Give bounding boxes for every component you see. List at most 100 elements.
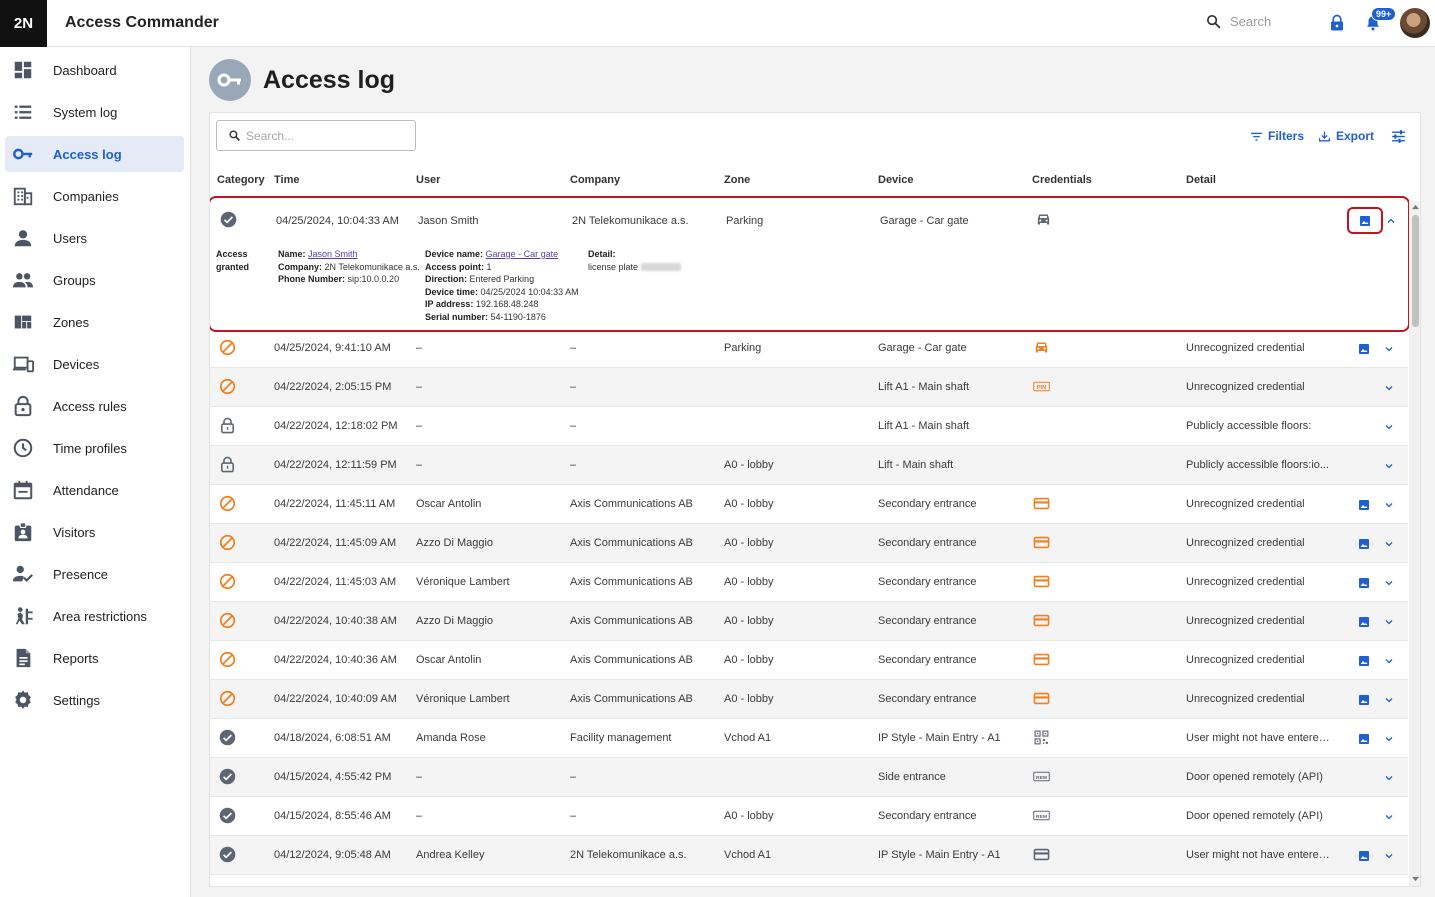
user-link[interactable]: Jason Smith xyxy=(308,249,358,259)
chevron-down-icon[interactable] xyxy=(1383,577,1395,589)
table-row[interactable]: 04/25/2024, 10:04:33 AM Jason Smith 2N T… xyxy=(210,198,1408,242)
chevron-down-icon[interactable] xyxy=(1383,655,1395,667)
table-search[interactable] xyxy=(216,120,416,151)
table-row[interactable]: 04/22/2024, 11:45:09 AM Azzo Di Maggio Axi… xyxy=(210,524,1408,563)
scrollbar-thumb[interactable] xyxy=(1412,215,1419,327)
sidebar-item-time-profiles[interactable]: Time profiles xyxy=(5,430,184,466)
table-row[interactable]: 04/12/2024, 9:05:48 AM Andrea Kelley 2N Te… xyxy=(210,836,1408,875)
header-user[interactable]: User xyxy=(416,174,441,186)
cell-zone: A0 - lobby xyxy=(724,459,774,471)
column-settings-icon[interactable] xyxy=(1390,128,1407,145)
table-row[interactable]: 04/22/2024, 2:05:15 PM – – Lift A1 - Main s… xyxy=(210,368,1408,407)
filters-button[interactable]: Filters xyxy=(1250,129,1304,143)
table-row[interactable]: 04/22/2024, 10:40:38 AM Azzo Di Maggio Axi… xyxy=(210,602,1408,641)
table-row[interactable]: 04/22/2024, 11:45:03 AM Véronique Lambert… xyxy=(210,563,1408,602)
sidebar-item-label: Access log xyxy=(53,146,122,162)
expanded-row[interactable]: 04/25/2024, 10:04:33 AM Jason Smith 2N T… xyxy=(210,196,1410,332)
table-row[interactable]: 04/25/2024, 9:41:10 AM – – Parking Garage - … xyxy=(210,329,1408,368)
header-zone[interactable]: Zone xyxy=(724,174,751,186)
image-icon[interactable] xyxy=(1358,655,1370,667)
sidebar-item-dashboard[interactable]: Dashboard xyxy=(5,52,184,88)
cell-time: 04/18/2024, 6:08:51 AM xyxy=(274,732,391,744)
header-company[interactable]: Company xyxy=(570,174,621,186)
sidebar-item-zones[interactable]: Zones xyxy=(5,304,184,340)
sidebar-item-system-log[interactable]: System log xyxy=(5,94,184,130)
sidebar-item-label: Area restrictions xyxy=(53,608,147,624)
header-time[interactable]: Time xyxy=(274,174,300,186)
car-icon xyxy=(1035,342,1048,353)
chevron-down-icon[interactable] xyxy=(1383,421,1395,433)
sidebar-item-groups[interactable]: Groups xyxy=(5,262,184,298)
cell-time: 04/25/2024, 10:04:33 AM xyxy=(276,215,399,227)
chevron-down-icon[interactable] xyxy=(1383,460,1395,472)
image-icon[interactable] xyxy=(1358,577,1370,589)
scrollbar-track[interactable] xyxy=(1409,201,1420,886)
sidebar-item-companies[interactable]: Companies xyxy=(5,178,184,214)
chevron-down-icon[interactable] xyxy=(1383,382,1395,394)
chevron-down-icon[interactable] xyxy=(1383,850,1395,862)
sidebar-item-users[interactable]: Users xyxy=(5,220,184,256)
chevron-down-icon[interactable] xyxy=(1383,616,1395,628)
header-detail[interactable]: Detail xyxy=(1186,174,1216,186)
cell-user: – xyxy=(416,459,423,471)
sidebar-item-access-rules[interactable]: Access rules xyxy=(5,388,184,424)
header-device[interactable]: Device xyxy=(878,174,914,186)
check-circle-icon xyxy=(219,807,236,824)
image-icon[interactable] xyxy=(1358,499,1370,511)
image-icon[interactable] xyxy=(1358,538,1370,550)
scroll-down-arrow-icon[interactable] xyxy=(1412,876,1419,882)
sidebar-item-label: Presence xyxy=(53,566,108,582)
sidebar-item-presence[interactable]: Presence xyxy=(5,556,184,592)
image-icon[interactable] xyxy=(1358,733,1370,745)
sidebar-item-area-restrictions[interactable]: Area restrictions xyxy=(5,598,184,634)
image-icon[interactable] xyxy=(1358,850,1370,862)
chevron-down-icon[interactable] xyxy=(1383,733,1395,745)
app-logo[interactable]: 2N xyxy=(0,0,47,47)
chevron-up-icon[interactable] xyxy=(1385,215,1397,227)
table-row[interactable]: 04/18/2024, 6:08:51 AM Amanda Rose Facilit… xyxy=(210,719,1408,758)
table-search-input[interactable] xyxy=(246,128,406,143)
avatar[interactable] xyxy=(1400,8,1430,38)
global-search[interactable]: Search xyxy=(1205,13,1271,30)
sidebar-item-access-log[interactable]: Access log xyxy=(5,136,184,172)
scroll-up-arrow-icon[interactable] xyxy=(1412,204,1419,210)
table-row[interactable]: 04/15/2024, 8:55:46 AM – – A0 - lobby Second… xyxy=(210,797,1408,836)
chevron-down-icon[interactable] xyxy=(1383,772,1395,784)
lock-icon[interactable] xyxy=(1328,13,1346,33)
chevron-down-icon[interactable] xyxy=(1383,343,1395,355)
cell-company: Axis Communications AB xyxy=(570,615,693,627)
chevron-down-icon[interactable] xyxy=(1383,811,1395,823)
card-icon xyxy=(1033,497,1050,510)
qr-code-icon xyxy=(1034,730,1049,745)
table-row[interactable]: 04/22/2024, 10:40:09 AM Véronique Lambert… xyxy=(210,680,1408,719)
building-icon xyxy=(12,185,34,207)
sidebar-item-reports[interactable]: Reports xyxy=(5,640,184,676)
sidebar-item-attendance[interactable]: Attendance xyxy=(5,472,184,508)
sidebar-item-devices[interactable]: Devices xyxy=(5,346,184,382)
remote-icon: REM xyxy=(1033,771,1050,782)
header-category[interactable]: Category xyxy=(217,174,265,186)
chevron-down-icon[interactable] xyxy=(1383,538,1395,550)
cell-detail: Unrecognized credential xyxy=(1186,693,1305,705)
table-row[interactable]: 04/22/2024, 12:18:02 PM – – Lift A1 - Main … xyxy=(210,407,1408,446)
export-button[interactable]: Export xyxy=(1318,129,1374,143)
sidebar-item-visitors[interactable]: Visitors xyxy=(5,514,184,550)
chevron-down-icon[interactable] xyxy=(1383,694,1395,706)
sidebar-item-label: Access rules xyxy=(53,398,127,414)
image-button-highlighted[interactable] xyxy=(1347,207,1383,234)
table-row[interactable]: 04/22/2024, 11:45:11 AM Óscar Antolin Axis… xyxy=(210,485,1408,524)
pin-icon: PIN xyxy=(1033,381,1050,392)
download-icon xyxy=(1318,131,1331,141)
image-icon[interactable] xyxy=(1358,616,1370,628)
notification-badge: 99+ xyxy=(1371,7,1397,21)
image-icon[interactable] xyxy=(1358,343,1370,355)
image-icon[interactable] xyxy=(1358,694,1370,706)
chevron-down-icon[interactable] xyxy=(1383,499,1395,511)
table-row[interactable]: 04/15/2024, 4:55:42 PM – – Side entrance Doo… xyxy=(210,758,1408,797)
table-row[interactable]: 04/22/2024, 10:40:36 AM Óscar Antolin Axis… xyxy=(210,641,1408,680)
device-link[interactable]: Garage - Car gate xyxy=(485,249,559,259)
table-row[interactable]: 04/22/2024, 12:11:59 PM – – A0 - lobby Lift … xyxy=(210,446,1408,485)
list-icon xyxy=(12,101,34,123)
sidebar-item-settings[interactable]: Settings xyxy=(5,682,184,718)
header-credentials[interactable]: Credentials xyxy=(1032,174,1092,186)
